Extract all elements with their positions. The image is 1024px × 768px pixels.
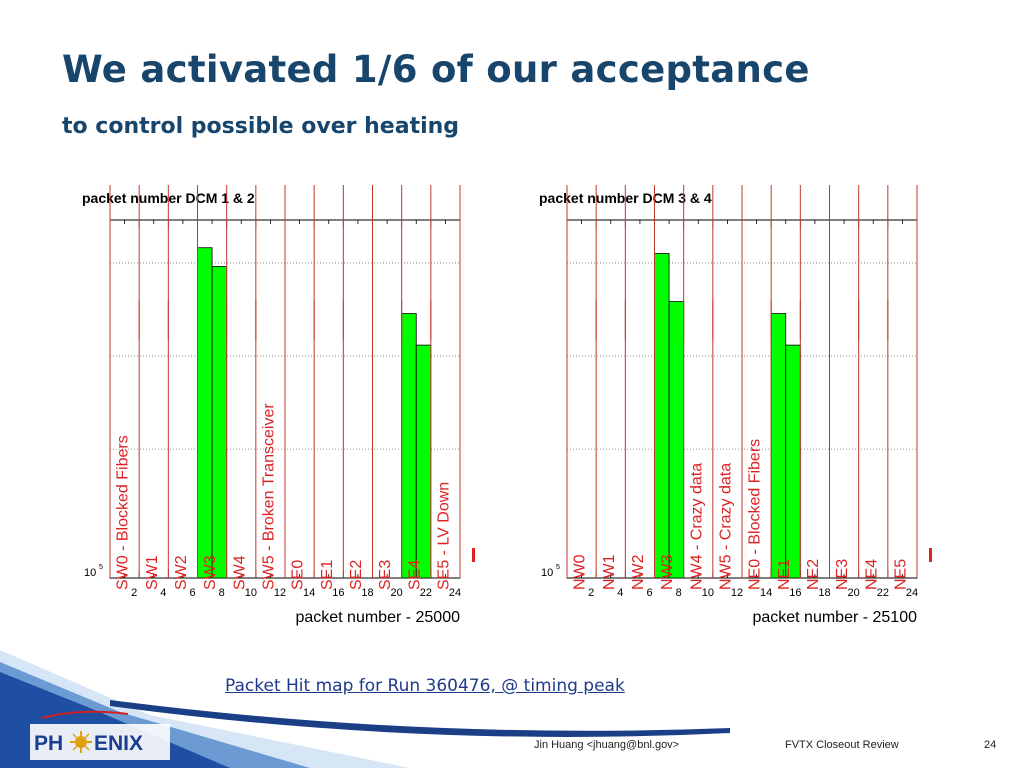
right-edge-marker	[929, 548, 932, 562]
phenix-star-icon	[70, 731, 92, 753]
x-tick-label: 10	[702, 587, 714, 599]
channel-label-2: NW1	[601, 554, 618, 590]
x-tick-label: 4	[160, 587, 166, 599]
channel-label-12: NE5	[892, 559, 909, 590]
x-tick-label: 16	[332, 587, 344, 599]
x-tick-label: 18	[818, 587, 830, 599]
y-tick-exponent: 5	[556, 564, 560, 571]
logo-backdrop	[30, 724, 170, 760]
x-tick-label: 22	[877, 587, 889, 599]
channel-label-8: NE1	[776, 559, 793, 590]
x-tick-label: 16	[789, 587, 801, 599]
channel-label-2: SW1	[144, 555, 161, 590]
channel-label-11: SE4	[406, 560, 423, 590]
x-tick-label: 24	[906, 587, 918, 599]
phenix-logo-right: ENIX	[94, 732, 143, 755]
x-tick-label: 2	[131, 587, 137, 599]
channel-label-6: SW5 - Broken Transceiver	[260, 403, 277, 590]
channel-label-7: SE0	[290, 560, 307, 590]
phenix-logo-left: PH	[34, 732, 63, 755]
phenix-arc-icon	[41, 710, 129, 719]
bar-bin-16	[785, 344, 801, 579]
bar-bin-21	[401, 313, 417, 579]
channel-label-12: SE5 - LV Down	[435, 482, 452, 590]
y-tick-exponent: 5	[99, 564, 103, 571]
x-tick-label: 6	[189, 587, 195, 599]
channel-label-5: NW4 - Crazy data	[688, 463, 705, 590]
x-axis-label: packet number - 25100	[752, 609, 917, 626]
x-tick-label: 24	[449, 587, 461, 599]
channel-label-8: SE1	[319, 560, 336, 590]
x-tick-label: 4	[617, 587, 623, 599]
bar-bin-7	[654, 253, 670, 579]
channel-label-11: NE4	[863, 559, 880, 590]
channel-label-9: NE2	[805, 559, 822, 590]
y-tick-label: 10	[541, 567, 553, 579]
channel-label-10: NE3	[834, 559, 851, 590]
channel-label-7: NE0 - Blocked Fibers	[747, 439, 764, 590]
footer-page-number: 24	[984, 739, 997, 751]
channel-label-1: NW0	[572, 554, 589, 590]
x-tick-label: 14	[303, 587, 315, 599]
x-tick-label: 6	[646, 587, 652, 599]
x-tick-label: 20	[391, 587, 403, 599]
slide-title: We activated 1/6 of our acceptance	[62, 48, 810, 91]
figure-caption[interactable]: Packet Hit map for Run 360476, @ timing …	[225, 676, 625, 696]
x-tick-label: 14	[760, 587, 772, 599]
bar-bin-15	[770, 313, 787, 579]
channel-label-6: NW5 - Crazy data	[717, 463, 734, 590]
slide-subtitle: to control possible over heating	[62, 114, 460, 139]
x-tick-label: 8	[676, 587, 682, 599]
bar-bin-22	[415, 344, 432, 579]
channel-label-10: SE3	[377, 560, 394, 590]
channel-label-5: SW4	[231, 555, 248, 590]
x-tick-label: 12	[274, 587, 286, 599]
bar-bin-7	[197, 247, 213, 579]
x-tick-label: 22	[420, 587, 432, 599]
x-tick-label: 18	[361, 587, 373, 599]
channel-label-3: NW2	[630, 554, 647, 590]
x-axis-label: packet number - 25000	[295, 609, 460, 626]
channel-label-1: SW0 - Blocked Fibers	[115, 435, 132, 590]
bar-bin-8	[668, 301, 685, 579]
right-edge-marker	[472, 548, 475, 562]
channel-label-3: SW2	[173, 555, 190, 590]
x-tick-label: 8	[219, 587, 225, 599]
swoosh-line	[110, 700, 730, 737]
x-tick-label: 10	[245, 587, 257, 599]
x-tick-label: 2	[588, 587, 594, 599]
footer-event: FVTX Closeout Review	[785, 739, 899, 751]
x-tick-label: 12	[731, 587, 743, 599]
channel-label-4: SW3	[202, 555, 219, 590]
footer-author: Jin Huang <jhuang@bnl.gov>	[534, 739, 680, 751]
y-tick-label: 10	[84, 567, 96, 579]
bar-bin-8	[211, 266, 228, 579]
x-tick-label: 20	[848, 587, 860, 599]
channel-label-4: NW3	[659, 554, 676, 590]
channel-label-9: SE2	[348, 560, 365, 590]
